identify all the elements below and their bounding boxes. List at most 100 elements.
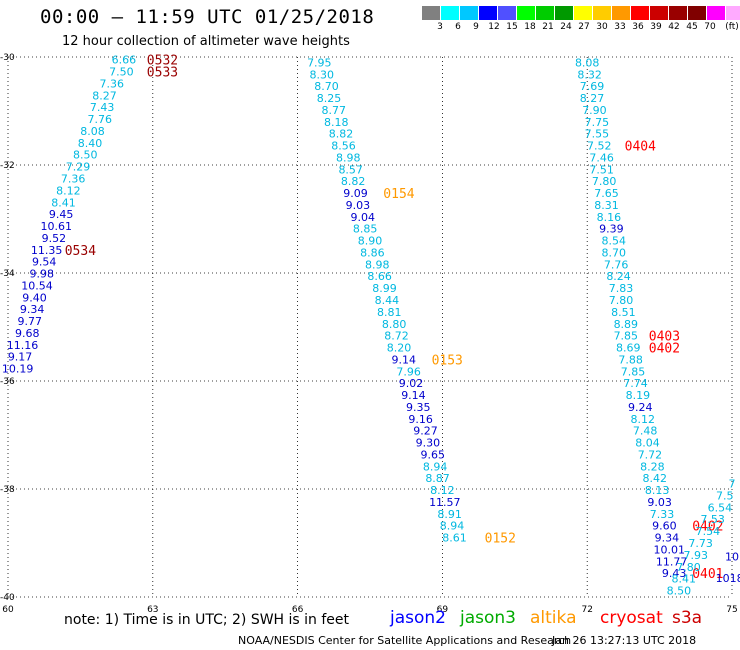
timestamp-text: Jan 26 13:27:13 UTC 2018 xyxy=(552,634,697,647)
wave-height-value: 8.94 xyxy=(440,520,465,533)
wave-height-value: 8.54 xyxy=(601,235,626,248)
satellite-legend-jason3: jason3 xyxy=(460,608,516,628)
wave-height-value: 9.02 xyxy=(399,377,424,390)
wave-height-value: 7.88 xyxy=(618,353,643,366)
color-swatch xyxy=(707,6,726,20)
wave-height-value: 8.85 xyxy=(353,223,378,236)
x-tick-label: 63 xyxy=(147,605,158,615)
wave-height-value: 8.99 xyxy=(372,282,397,295)
wave-height-value: 8.89 xyxy=(614,318,639,331)
wave-height-value: 8.28 xyxy=(640,460,665,473)
wave-height-value: 7.85 xyxy=(614,330,639,343)
wave-height-value: 8.30 xyxy=(309,68,334,81)
color-swatch xyxy=(688,6,707,20)
wave-height-value: 8.90 xyxy=(358,235,383,248)
wave-height-value: 7.46 xyxy=(589,151,614,164)
wave-height-value: 7 xyxy=(729,478,736,491)
color-swatch xyxy=(612,6,631,20)
color-scale-label: 30 xyxy=(596,22,608,32)
wave-height-value: 7.55 xyxy=(585,128,610,141)
color-scale-label: 27 xyxy=(578,22,590,32)
x-tick-label: 72 xyxy=(581,605,592,615)
color-swatch xyxy=(650,6,669,20)
wave-height-value: 9.24 xyxy=(628,401,653,414)
wave-height-value: 8.50 xyxy=(73,149,98,162)
wave-height-value: 9.27 xyxy=(413,425,438,438)
color-swatch xyxy=(631,6,650,20)
wave-height-value: 9.30 xyxy=(416,437,441,450)
wave-height-value: 8.32 xyxy=(577,68,602,81)
color-scale-label: 70 xyxy=(704,22,716,32)
color-scale-label: 18 xyxy=(524,22,536,32)
wave-height-value: 9.98 xyxy=(30,268,55,281)
wave-height-value: 9.60 xyxy=(652,520,677,533)
y-tick-label: -36 xyxy=(0,377,15,387)
wave-height-value: 7.36 xyxy=(100,77,125,90)
wave-height-value: 8.56 xyxy=(331,140,356,153)
color-scale-label: 39 xyxy=(650,22,662,32)
wave-height-value: 9.35 xyxy=(406,401,431,414)
wave-height-value: 8.70 xyxy=(314,80,339,93)
color-swatch xyxy=(669,6,688,20)
wave-height-value: 9.34 xyxy=(20,303,45,316)
wave-height-value: 11.35 xyxy=(31,244,63,257)
credit-text: NOAA/NESDIS Center for Satellite Applica… xyxy=(238,634,572,647)
color-scale-label: 42 xyxy=(668,22,680,32)
wave-height-value: 8.82 xyxy=(329,128,354,141)
wave-height-value: 7.36 xyxy=(61,173,86,186)
wave-height-value: 8.98 xyxy=(365,258,390,271)
satellite-legend-altika: altika xyxy=(530,608,577,628)
wave-height-value: 8.27 xyxy=(580,92,605,105)
wave-height-value: 8.69 xyxy=(616,342,641,355)
wave-height-value: 7.90 xyxy=(582,104,607,117)
wave-height-value: 8.42 xyxy=(643,472,668,485)
pass-time-label: 0153 xyxy=(432,353,463,368)
wave-height-value: 6.54 xyxy=(708,501,733,514)
wave-height-value: 8.86 xyxy=(360,246,385,259)
wave-height-value: 8.08 xyxy=(80,125,105,138)
wave-height-value: 8.13 xyxy=(645,484,670,497)
wave-height-value: 8.66 xyxy=(367,270,392,283)
wave-height-value: 1018 xyxy=(716,572,740,585)
wave-height-value: 9.03 xyxy=(346,199,371,212)
wave-height-value: 8.70 xyxy=(601,246,626,259)
color-swatch xyxy=(498,6,517,20)
wave-height-value: 8.40 xyxy=(78,137,103,150)
pass-time-label: 0534 xyxy=(65,244,96,259)
wave-height-value: 9.43 xyxy=(662,567,687,580)
color-swatch xyxy=(593,6,612,20)
color-swatch xyxy=(555,6,574,20)
wave-height-value: 8.19 xyxy=(626,389,651,402)
wave-height-value: 7.76 xyxy=(87,113,112,126)
wave-height-value: 9.03 xyxy=(647,496,672,509)
pass-time-label: 0154 xyxy=(383,187,414,202)
wave-height-value: 8.04 xyxy=(635,437,660,450)
wave-height-value: 11.57 xyxy=(429,496,461,509)
wave-height-value: 10.61 xyxy=(41,220,73,233)
wave-height-value: 7.95 xyxy=(307,56,332,69)
wave-height-value: 8.27 xyxy=(92,89,117,102)
color-swatch xyxy=(517,6,536,20)
wave-height-value: 9.04 xyxy=(351,211,376,224)
wave-height-value: 8.24 xyxy=(606,270,631,283)
y-tick-label: -40 xyxy=(0,593,15,603)
color-scale-label: 15 xyxy=(506,22,518,32)
y-tick-label: -32 xyxy=(0,161,15,171)
wave-height-value: 8.25 xyxy=(317,92,342,105)
wave-height-value: 7.50 xyxy=(109,66,134,79)
wave-height-value: 7.69 xyxy=(580,80,605,93)
wave-height-value: 7.53 xyxy=(700,513,725,526)
wave-height-value: 8.80 xyxy=(382,318,407,331)
wave-height-value: 7.85 xyxy=(621,365,646,378)
wave-height-value: 7.65 xyxy=(594,187,619,200)
wave-height-value: 7.80 xyxy=(592,175,617,188)
wave-height-value: 9.17 xyxy=(8,351,33,364)
pass-time-label: 0403 xyxy=(649,330,680,345)
wave-height-value: 9.45 xyxy=(49,208,74,221)
pass-time-label: 0533 xyxy=(147,66,178,81)
color-scale-label: 33 xyxy=(614,22,626,32)
x-tick-label: 69 xyxy=(437,605,449,615)
wave-height-value: 7.33 xyxy=(650,508,675,521)
y-tick-label: -34 xyxy=(0,269,15,279)
